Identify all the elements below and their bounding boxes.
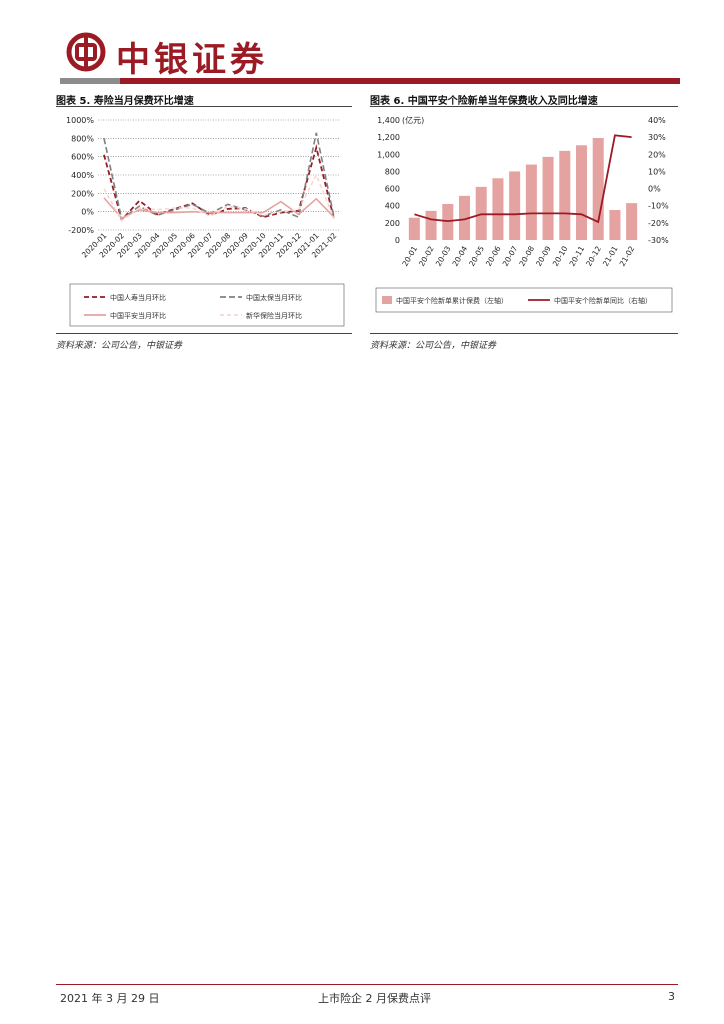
y-tick-label: 1000% (66, 116, 94, 125)
y-left-tick-label: 1,000 (377, 150, 400, 159)
footer-date: 2021 年 3 月 29 日 (60, 992, 160, 1005)
header-divider (60, 78, 680, 84)
legend-label-1: 中国人寿当月环比 (110, 293, 166, 302)
legend-label-3: 中国平安当月环比 (110, 311, 166, 320)
y-tick-label: -200% (68, 226, 94, 235)
y-right-tick-label: 10% (648, 167, 666, 176)
x-tick-label: 20-08 (517, 244, 536, 268)
bar-20-12 (592, 138, 604, 240)
bar-21-01 (609, 210, 621, 240)
y-tick-label: 0% (81, 208, 94, 217)
legend-swatch-bar (382, 296, 392, 304)
series-line-1 (103, 143, 335, 222)
x-tick-label: 20-05 (467, 244, 486, 268)
figure5-title: 图表 5. 寿险当月保费环比增速 (56, 96, 194, 107)
figure6-title: 图表 6. 中国平安个险新单当年保费收入及同比增速 (370, 96, 598, 107)
y-left-tick-label: 400 (385, 202, 400, 211)
footer-divider (56, 984, 678, 985)
legend-label-line: 中国平安个险新单同比（右轴） (554, 296, 652, 305)
bar-20-07 (509, 171, 521, 240)
figure5-bottom-rule (56, 333, 352, 334)
y-right-tick-label: 40% (648, 116, 666, 125)
series-line-4 (103, 173, 335, 222)
figure6-source: 资料来源：公司公告，中银证券 (370, 341, 497, 351)
bar-20-11 (575, 145, 588, 240)
y-left-tick-label: 1,400 (377, 116, 400, 125)
report-header: 中银证券 (60, 28, 680, 84)
x-tick-label: 20-04 (451, 244, 470, 268)
y-tick-label: 200% (71, 189, 94, 198)
x-tick-label: 20-06 (484, 244, 503, 268)
y-left-tick-label: 0 (395, 236, 400, 245)
footer-page-number: 3 (668, 990, 675, 1003)
figure6-chart: 0 200 400 600 800 1,000 1,200 1,400 -30% -20% -10%… (375, 115, 673, 313)
x-tick-label: 20-10 (551, 244, 570, 268)
bar-20-04 (458, 195, 471, 240)
legend-box (375, 287, 673, 313)
bar-20-06 (492, 178, 504, 240)
bar-20-08 (525, 164, 537, 240)
figure6-top-rule (370, 106, 678, 107)
y-right-tick-label: -10% (648, 202, 669, 211)
legend-label-2: 中国太保当月环比 (246, 293, 302, 302)
series-line-2 (103, 132, 335, 221)
brand-name: 中银证券 (116, 40, 268, 80)
legend-label-4: 新华保险当月环比 (246, 311, 302, 320)
x-tick-label: 20-12 (584, 244, 603, 268)
x-tick-label: 20-01 (400, 244, 419, 268)
x-tick-label: 21-02 (618, 244, 637, 268)
legend-label-bar: 中国平安个险新单累计保费（左轴） (396, 296, 508, 305)
x-tick-label: 21-01 (601, 244, 620, 268)
y-left-tick-label: 800 (385, 167, 400, 176)
footer-doc-title: 上市险企 2 月保费点评 (318, 992, 431, 1005)
y-right-tick-label: -20% (648, 219, 669, 228)
y-tick-label: 600% (71, 153, 94, 162)
x-tick-label: 20-02 (417, 244, 436, 268)
bar-20-02 (425, 210, 437, 240)
bar-20-01 (408, 217, 420, 240)
x-tick-label: 20-09 (534, 244, 553, 268)
y-left-tick-label: 600 (385, 185, 400, 194)
x-tick-label: 20-07 (501, 244, 520, 268)
x-tick-label: 20-03 (434, 244, 453, 268)
yoy-growth-line (414, 134, 632, 224)
figure5-top-rule (56, 106, 352, 107)
y-tick-label: 800% (71, 134, 94, 143)
y-left-tick-label: 200 (385, 219, 400, 228)
figure5-source: 资料来源：公司公告，中银证券 (56, 341, 183, 351)
bar-21-02 (626, 203, 638, 240)
y-right-tick-label: 30% (648, 133, 666, 142)
figure5-chart: -200%0%200%400%600%800%1000%2020-012020-… (66, 116, 345, 327)
legend-box (69, 283, 345, 327)
y-left-tick-label: 1,200 (377, 133, 400, 142)
bank-of-china-logo-icon (66, 32, 106, 72)
x-tick-label: 20-11 (568, 244, 587, 268)
bar-20-10 (559, 150, 571, 240)
y-left-unit: (亿元) (402, 115, 424, 125)
figure6-bottom-rule (370, 333, 678, 334)
y-tick-label: 400% (71, 171, 94, 180)
y-right-tick-label: 0% (648, 185, 661, 194)
y-right-tick-label: -30% (648, 236, 669, 245)
bar-20-09 (542, 156, 554, 240)
series-line-3 (103, 197, 335, 220)
y-right-tick-label: 20% (648, 150, 666, 159)
